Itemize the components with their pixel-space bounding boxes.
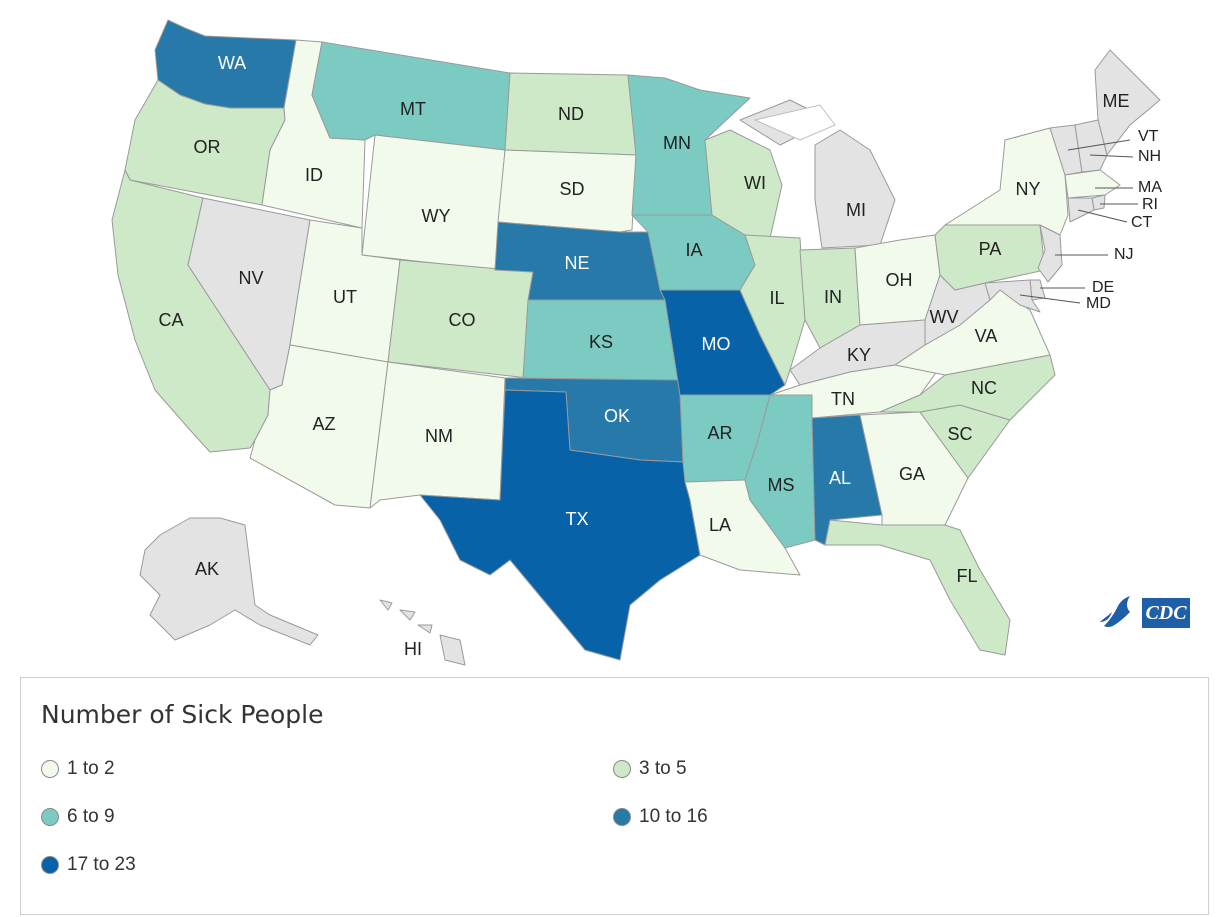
- state-nc[interactable]: [879, 354, 1056, 421]
- label-co: CO: [449, 310, 476, 330]
- legend-label-2: 3 to 5: [639, 758, 687, 779]
- label-wi: WI: [744, 173, 766, 193]
- map-legend: Number of Sick People 1 to 2 3 to 5 6 to…: [20, 677, 1209, 915]
- legend-swatch-5: [41, 856, 59, 874]
- label-al: AL: [829, 468, 851, 488]
- legend-item-5: 17 to 23: [41, 854, 136, 876]
- label-id: ID: [305, 165, 323, 185]
- label-hi: HI: [404, 639, 422, 659]
- label-ne: NE: [564, 253, 589, 273]
- label-md: MD: [1086, 295, 1111, 312]
- label-sd: SD: [559, 179, 584, 199]
- label-mo: MO: [702, 334, 731, 354]
- label-ok: OK: [604, 406, 630, 426]
- label-ks: KS: [589, 332, 613, 352]
- legend-item-3: 6 to 9: [41, 806, 115, 828]
- label-ak: AK: [195, 559, 219, 579]
- label-ia: IA: [685, 240, 702, 260]
- legend-swatch-2: [613, 760, 631, 778]
- legend-title: Number of Sick People: [41, 700, 324, 729]
- legend-item-2: 3 to 5: [613, 758, 687, 780]
- state-ma[interactable]: [1064, 169, 1121, 199]
- state-mt[interactable]: [311, 41, 511, 151]
- label-ga: GA: [899, 464, 925, 484]
- label-mn: MN: [663, 133, 691, 153]
- label-ri: RI: [1142, 196, 1158, 213]
- label-il: IL: [769, 288, 784, 308]
- label-ut: UT: [333, 287, 357, 307]
- state-sd[interactable]: [497, 149, 637, 233]
- label-nj: NJ: [1114, 246, 1134, 263]
- leader-vt: [1067, 139, 1131, 151]
- state-ct[interactable]: [1067, 197, 1095, 223]
- label-ny: NY: [1015, 179, 1040, 199]
- label-az: AZ: [312, 414, 335, 434]
- state-tn[interactable]: [769, 359, 946, 419]
- state-wi[interactable]: [704, 129, 783, 239]
- label-mi: MI: [846, 200, 866, 220]
- label-tn: TN: [831, 389, 855, 409]
- label-wa: WA: [218, 53, 246, 73]
- label-de: DE: [1092, 279, 1114, 296]
- label-me: ME: [1103, 91, 1130, 111]
- label-wv: WV: [930, 307, 959, 327]
- state-md[interactable]: [984, 279, 1041, 313]
- label-ky: KY: [847, 345, 871, 365]
- state-ny[interactable]: [944, 127, 1069, 236]
- label-sc: SC: [947, 424, 972, 444]
- state-wy[interactable]: [361, 134, 506, 271]
- label-ms: MS: [768, 475, 795, 495]
- cdc-logo: CDC: [1096, 592, 1192, 632]
- state-fl[interactable]: [824, 519, 1011, 656]
- label-fl: FL: [956, 566, 977, 586]
- label-pa: PA: [979, 239, 1002, 259]
- label-or: OR: [194, 137, 221, 157]
- legend-swatch-3: [41, 808, 59, 826]
- label-ca: CA: [158, 310, 183, 330]
- label-nh: NH: [1138, 148, 1161, 165]
- label-mt: MT: [400, 99, 426, 119]
- label-in: IN: [824, 287, 842, 307]
- label-ct: CT: [1131, 214, 1153, 231]
- label-ar: AR: [707, 423, 732, 443]
- legend-item-4: 10 to 16: [613, 806, 708, 828]
- us-choropleth-map: WA OR CA ID NV MT WY UT AZ CO NM ND SD N…: [111, 19, 1162, 666]
- label-ma: MA: [1138, 179, 1162, 196]
- label-nm: NM: [425, 426, 453, 446]
- legend-label-5: 17 to 23: [67, 854, 136, 875]
- label-wy: WY: [422, 206, 451, 226]
- legend-swatch-4: [613, 808, 631, 826]
- leader-nh: [1089, 154, 1134, 158]
- legend-item-1: 1 to 2: [41, 758, 115, 780]
- label-vt: VT: [1138, 128, 1159, 145]
- label-nc: NC: [971, 378, 997, 398]
- label-la: LA: [709, 515, 731, 535]
- label-nd: ND: [558, 104, 584, 124]
- leader-ct: [1077, 209, 1128, 223]
- state-ak[interactable]: [139, 517, 319, 646]
- label-nv: NV: [238, 268, 263, 288]
- label-oh: OH: [886, 270, 913, 290]
- legend-label-4: 10 to 16: [639, 806, 708, 827]
- cdc-logo-text: CDC: [1145, 602, 1187, 624]
- state-nj[interactable]: [1037, 224, 1063, 283]
- legend-label-1: 1 to 2: [67, 758, 115, 779]
- label-tx: TX: [565, 509, 588, 529]
- state-hi[interactable]: [379, 599, 466, 666]
- state-tx[interactable]: [419, 389, 701, 661]
- hhs-eagle-icon: [1100, 596, 1130, 628]
- leader-md: [1019, 294, 1081, 304]
- label-va: VA: [975, 326, 998, 346]
- legend-label-3: 6 to 9: [67, 806, 115, 827]
- great-lakes: [753, 104, 836, 141]
- legend-swatch-1: [41, 760, 59, 778]
